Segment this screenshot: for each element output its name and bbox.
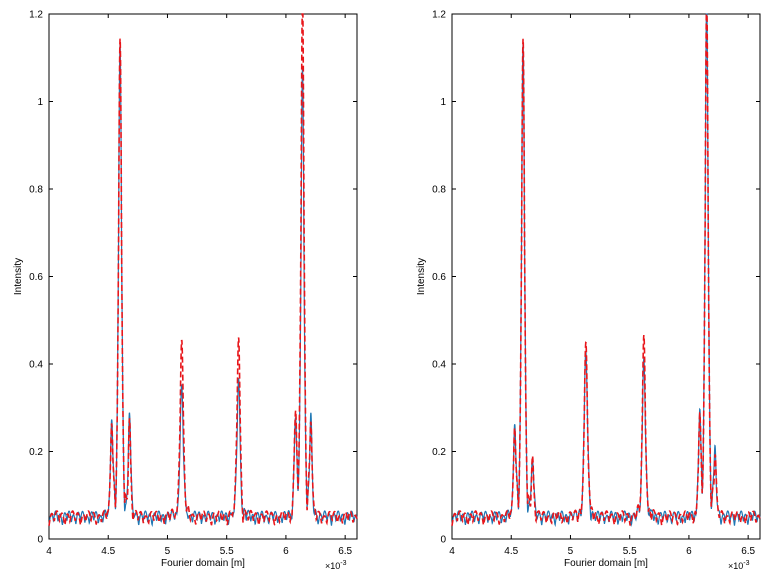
y-tick-label-right: 1 (440, 97, 446, 108)
x-tick-label-right: 5.5 (623, 546, 637, 557)
y-axis-label-right: Intensity (416, 258, 427, 295)
x-tick-label-right: 6 (686, 546, 692, 557)
x-tick-label-left: 6.5 (338, 546, 352, 557)
series-layer-left (48, 13, 358, 528)
y-tick-label-left: 0.4 (29, 360, 43, 371)
y-tick-label-right: 0.8 (432, 185, 446, 196)
y-tick-label-right: 0 (440, 535, 446, 546)
x-axis-label-left: Fourier domain [m] (161, 558, 245, 569)
y-axis-label-left: Intensity (13, 258, 24, 295)
y-tick-label-right: 0.4 (432, 360, 446, 371)
series-solid-line-left (48, 43, 358, 528)
ticks-layer-right: 4 4.5 5 5.5 6 6.5 0 0.2 0.4 0.6 0.8 1 1.2 (432, 10, 760, 557)
plot-area-left (48, 13, 358, 540)
y-tick-label-left: 1.2 (29, 10, 43, 21)
x-exponent-power-right: -3 (743, 560, 749, 567)
panel-left: 4 4.5 5 5.5 6 6.5 0 0.2 0.4 0.6 0.8 1 1.2 Fourier do… (13, 10, 358, 571)
x-tick-label-right: 6.5 (741, 546, 755, 557)
y-tick-label-left: 0 (37, 535, 43, 546)
x-tick-label-left: 5.5 (220, 546, 234, 557)
x-exponent-label-right: ×10-3 (728, 560, 750, 571)
x-tick-label-left: 4.5 (101, 546, 115, 557)
y-tick-label-left: 0.8 (29, 185, 43, 196)
y-tick-label-left: 0.6 (29, 272, 43, 283)
series-dashed-line-left (48, 13, 358, 527)
x-tick-label-left: 4 (46, 546, 52, 557)
x-exponent-power-left: -3 (340, 560, 346, 567)
x-axis-label-right: Fourier domain [m] (564, 558, 648, 569)
y-tick-label-left: 1 (37, 97, 43, 108)
series-layer-right (451, 13, 761, 528)
x-exponent-base-left: ×10 (325, 561, 340, 571)
panel-right: 4 4.5 5 5.5 6 6.5 0 0.2 0.4 0.6 0.8 1 1.2 Fourier do… (416, 10, 761, 571)
x-tick-label-right: 4 (449, 546, 455, 557)
y-tick-label-right: 1.2 (432, 10, 446, 21)
x-exponent-label-left: ×10-3 (325, 560, 347, 571)
x-tick-label-right: 5 (568, 546, 574, 557)
y-tick-label-right: 0.6 (432, 272, 446, 283)
ticks-layer-left: 4 4.5 5 5.5 6 6.5 0 0.2 0.4 0.6 0.8 1 1.2 (29, 10, 357, 557)
x-tick-label-right: 4.5 (504, 546, 518, 557)
series-solid-line-right (451, 13, 761, 528)
x-tick-label-left: 5 (165, 546, 171, 557)
y-tick-label-left: 0.2 (29, 447, 43, 458)
x-exponent-base-right: ×10 (728, 561, 743, 571)
y-tick-label-right: 0.2 (432, 447, 446, 458)
x-tick-label-left: 6 (283, 546, 289, 557)
series-dashed-line-right (451, 13, 761, 527)
